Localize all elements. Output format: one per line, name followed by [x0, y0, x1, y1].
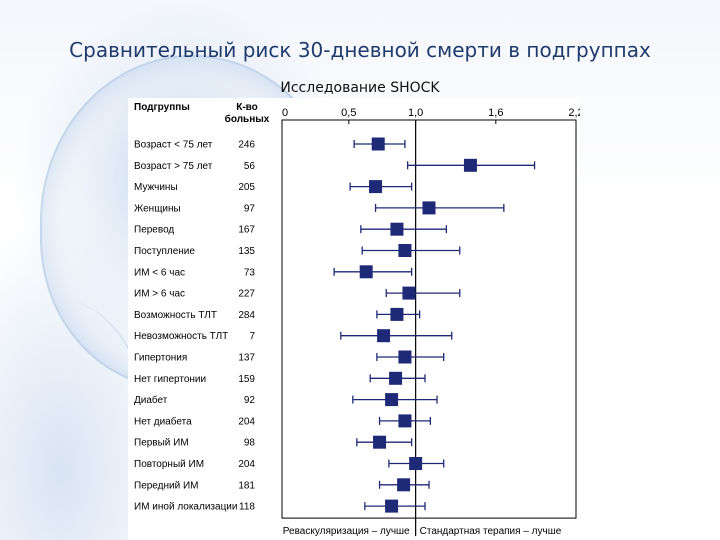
row-label: ИМ < 6 час	[134, 267, 185, 278]
row-label: Диабет	[134, 394, 168, 406]
row-count: 159	[238, 374, 255, 385]
point-estimate-marker	[409, 457, 423, 470]
row-count: 73	[244, 267, 256, 278]
row-count: 92	[244, 395, 256, 406]
point-estimate-marker	[463, 158, 477, 172]
plot-frame	[281, 119, 577, 519]
x-tick-label: 2,2	[568, 107, 580, 119]
point-estimate-marker	[385, 393, 399, 407]
row-label: ИМ иной локализации	[134, 502, 237, 513]
row-count: 167	[238, 225, 255, 236]
row-label: Перевод	[134, 225, 174, 236]
header-count-line1: К-во	[236, 102, 258, 113]
point-estimate-marker	[369, 180, 383, 194]
row-label: Возраст > 75 лет	[134, 161, 213, 172]
point-estimate-marker	[397, 478, 411, 492]
row-count: 56	[244, 161, 256, 172]
x-tick-label: 0	[282, 107, 288, 119]
point-estimate-marker	[390, 307, 404, 321]
point-estimate-marker	[402, 286, 416, 300]
row-label: Нет диабета	[134, 415, 192, 427]
row-label: ИМ > 6 час	[134, 289, 185, 300]
row-label: Повторный ИМ	[134, 459, 204, 470]
row-label: Возраст < 75 лет	[134, 140, 213, 151]
row-label: Невозможность ТЛТ	[134, 331, 228, 342]
point-estimate-marker	[389, 371, 403, 385]
row-count: 204	[238, 416, 255, 427]
row-count: 284	[238, 310, 255, 321]
row-label: Передний ИМ	[134, 480, 198, 491]
point-estimate-marker	[390, 222, 404, 236]
row-count: 7	[249, 331, 255, 342]
row-count: 98	[244, 438, 256, 449]
header-count-line2: больных	[225, 113, 270, 125]
row-label: Гипертония	[134, 353, 187, 364]
point-estimate-marker	[385, 499, 399, 513]
row-count: 97	[244, 203, 256, 214]
point-estimate-marker	[371, 137, 385, 151]
point-estimate-marker	[359, 265, 373, 279]
row-count: 137	[238, 353, 255, 364]
row-label: Нет гипертонии	[134, 374, 206, 385]
header-subgroups: Подгруппы	[134, 102, 190, 113]
row-count: 205	[238, 182, 255, 193]
row-label: Женщины	[134, 203, 181, 214]
footer-left-label: Реваскуляризация – лучше	[283, 526, 410, 537]
slide-subtitle: Исследование SHOCK	[280, 80, 440, 96]
point-estimate-marker	[398, 414, 412, 428]
row-label: Возможность ТЛТ	[134, 310, 217, 321]
row-count: 181	[238, 480, 255, 491]
row-count: 118	[239, 502, 255, 513]
slide-title: Сравнительный риск 30-дневной смерти в п…	[69, 38, 651, 62]
point-estimate-marker	[398, 244, 412, 257]
row-count: 135	[238, 246, 255, 257]
row-count: 246	[238, 140, 255, 151]
point-estimate-marker	[398, 350, 412, 364]
x-tick-label: 1,0	[408, 107, 423, 119]
row-count: 227	[238, 289, 255, 300]
row-label: Первый ИМ	[134, 438, 189, 449]
row-label: Поступление	[134, 246, 195, 257]
row-label: Мужчины	[134, 182, 178, 193]
x-tick-label: 0,5	[341, 107, 356, 119]
point-estimate-marker	[373, 435, 387, 449]
footer-right-label: Стандартная терапия – лучше	[420, 526, 562, 537]
row-count: 204	[238, 459, 255, 470]
point-estimate-marker	[422, 201, 436, 215]
point-estimate-marker	[377, 329, 391, 343]
x-tick-label: 1,6	[488, 107, 503, 119]
